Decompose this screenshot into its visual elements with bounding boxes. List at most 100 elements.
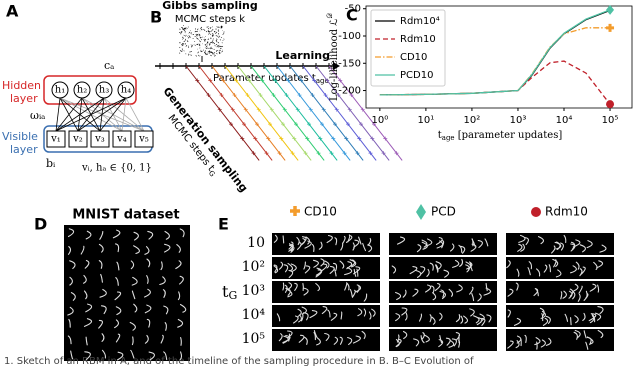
hidden-label: Hidden — [2, 79, 41, 92]
step-mark — [271, 93, 276, 98]
digit-strokes — [70, 350, 74, 360]
x-tick-label: 10⁵ — [602, 115, 619, 126]
step-mark — [195, 78, 200, 83]
pcd-icon — [416, 204, 426, 220]
digit-strokes — [176, 244, 181, 253]
bias-visible: bᵢ — [46, 157, 56, 170]
digit-strokes — [80, 245, 85, 255]
digit-strokes — [148, 351, 155, 361]
digit-strokes — [115, 277, 119, 286]
edge — [55, 97, 61, 132]
step-mark — [338, 78, 343, 83]
sample-block — [506, 305, 614, 327]
digit-strokes — [144, 288, 151, 298]
y-label-sup: 𝒟 — [326, 13, 334, 19]
digit-strokes — [101, 349, 107, 359]
generation-line — [315, 65, 390, 161]
digit-strokes — [179, 303, 187, 313]
step-mark — [316, 151, 321, 156]
digit-strokes — [100, 273, 103, 283]
step-mark — [336, 93, 341, 98]
y-label-text: Log-likelihood ℒ — [329, 19, 340, 101]
digit-strokes — [69, 276, 73, 286]
sample-block — [272, 233, 380, 255]
digit-strokes — [101, 333, 105, 342]
sample-block — [389, 257, 497, 279]
rbm-graph: h₁ h₂ h₃ h₄ v₁ v₂ v₃ v₄ v₅ — [46, 81, 154, 148]
visible-label: Visible — [2, 130, 38, 143]
visible-node-label: v₂ — [72, 134, 83, 145]
sample-block — [506, 329, 614, 351]
x-tick-label: 10² — [464, 115, 481, 126]
visible-node-label: v₃ — [94, 134, 105, 145]
digit-strokes — [99, 231, 104, 240]
step-mark — [232, 93, 237, 98]
y-tick-label: -50 — [345, 4, 361, 15]
rdm-icon — [531, 207, 541, 217]
step-mark — [277, 151, 282, 156]
digit-strokes — [506, 258, 604, 278]
digit-strokes — [133, 303, 138, 313]
digit-strokes — [144, 246, 150, 255]
step-mark — [325, 78, 330, 83]
digit-strokes — [162, 289, 166, 298]
bias-hidden: cₐ — [104, 59, 114, 72]
generation-line — [185, 65, 260, 161]
sample-block — [272, 281, 380, 303]
visible-node-label: v₁ — [50, 134, 61, 145]
generation-line — [328, 65, 403, 161]
digit-strokes — [179, 351, 183, 361]
generation-line — [198, 65, 273, 161]
digit-strokes — [395, 330, 461, 348]
generation-line — [211, 65, 286, 161]
digit-strokes — [391, 258, 473, 278]
x-axis-label: tage [parameter updates] — [438, 130, 563, 143]
digit-strokes — [98, 243, 104, 253]
hidden-node — [73, 81, 91, 99]
digit-strokes — [68, 318, 71, 328]
digit-strokes — [507, 306, 604, 326]
step-mark — [247, 78, 252, 83]
hidden-label: layer — [10, 92, 38, 105]
digit-strokes — [67, 335, 72, 345]
digit-strokes — [179, 228, 185, 238]
visible-node — [134, 130, 154, 148]
digit-strokes — [273, 234, 373, 253]
step-mark — [264, 151, 269, 156]
digit-strokes — [160, 261, 163, 271]
digit-strokes — [133, 245, 140, 255]
step-mark — [255, 122, 260, 127]
digit-strokes — [82, 274, 87, 284]
row-label: 10⁴ — [242, 307, 266, 323]
legend-label: Rdm10⁴ — [400, 16, 440, 27]
digit-strokes — [507, 282, 600, 302]
digit-strokes — [98, 319, 104, 329]
digit-strokes — [395, 282, 492, 302]
panel-label: C — [346, 6, 358, 25]
visible-node — [46, 130, 66, 148]
x-tick-label: 10⁴ — [556, 115, 573, 126]
digit-strokes — [116, 351, 124, 361]
step-mark — [242, 122, 247, 127]
edge — [55, 97, 127, 132]
step-mark — [312, 78, 317, 83]
mnist-title: MNIST dataset — [72, 208, 179, 223]
digit-strokes — [175, 260, 182, 270]
x-tick-label: 10¹ — [418, 115, 435, 126]
updates-sub: age — [316, 77, 329, 85]
digit-strokes — [129, 321, 136, 331]
panel-b: B Gibbs sampling MCMC steps k Learning P… — [150, 0, 403, 195]
visible-node — [68, 130, 88, 148]
step-mark — [269, 107, 274, 112]
step-mark — [206, 93, 211, 98]
legend-label: PCD10 — [400, 70, 433, 81]
header: PCD — [431, 205, 456, 219]
arrow-head — [333, 62, 340, 70]
step-mark — [323, 93, 328, 98]
sample-images — [272, 233, 614, 351]
mnist-digits — [67, 228, 187, 361]
panel-label: D — [34, 215, 47, 234]
digit-strokes — [130, 260, 135, 270]
digit-strokes — [131, 290, 136, 300]
digit-strokes — [147, 230, 154, 240]
